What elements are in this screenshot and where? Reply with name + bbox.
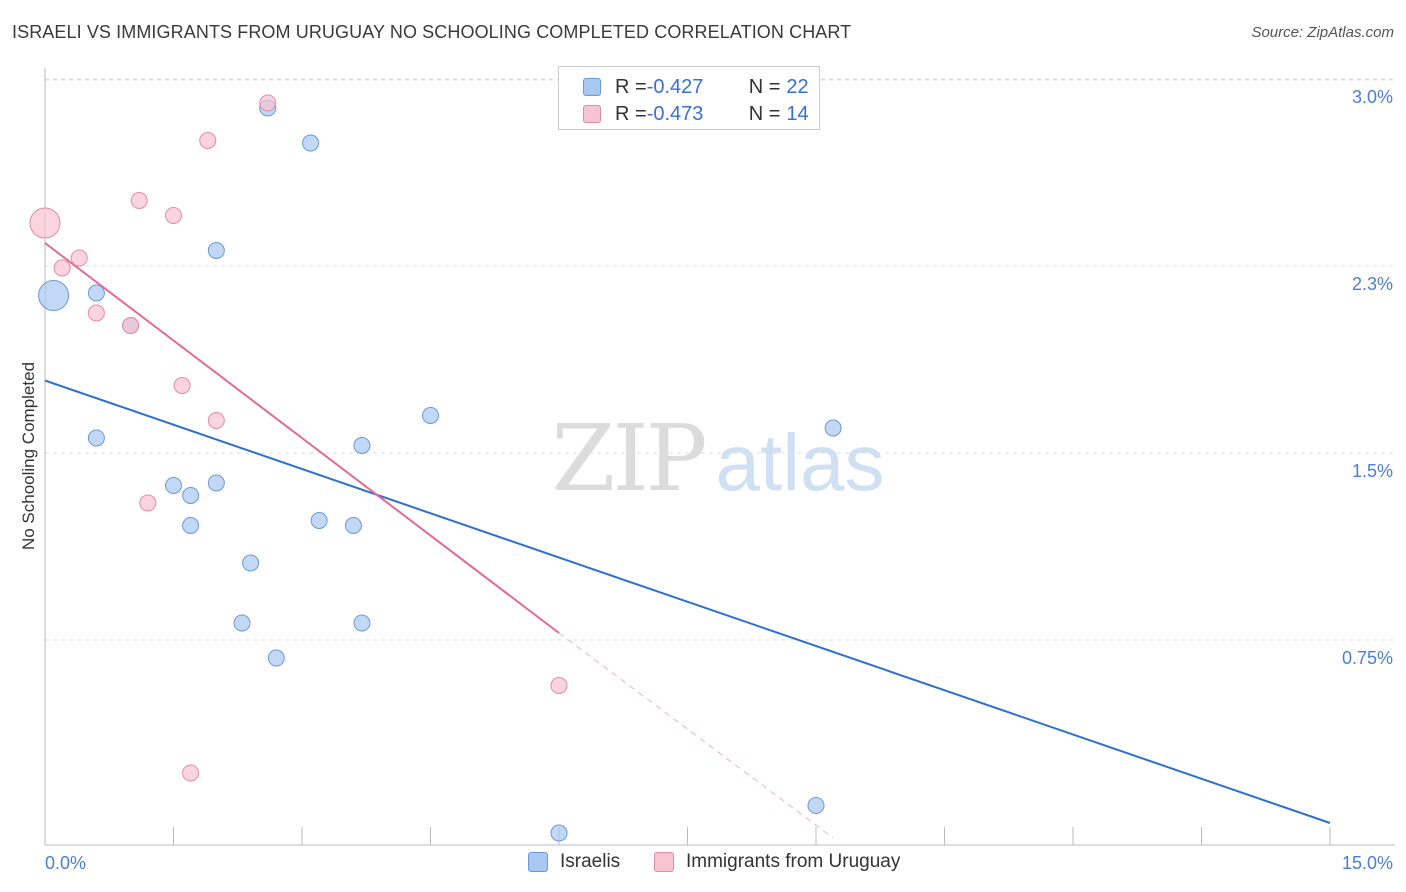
legend-swatch-uruguay xyxy=(583,105,601,123)
y-tick-label: 1.5% xyxy=(1352,461,1393,481)
watermark-atlas: atlas xyxy=(716,418,885,507)
data-point xyxy=(130,192,148,209)
data-point xyxy=(233,614,251,632)
data-point xyxy=(87,304,105,322)
data-point xyxy=(173,377,191,394)
bottom-legend: Israelis Immigrants from Uruguay xyxy=(0,851,1406,877)
data-point xyxy=(550,824,568,842)
trend-line xyxy=(44,242,560,634)
x-tick-label: 15.0% xyxy=(1342,853,1393,873)
data-point xyxy=(87,429,105,447)
trend-lines xyxy=(44,242,1331,839)
legend-row-uruguay: R = -0.473 N = 14 xyxy=(559,101,809,127)
bottom-legend-israelis: Israelis xyxy=(528,851,620,873)
bottom-legend-uruguay: Immigrants from Uruguay xyxy=(654,851,900,873)
legend-r-label: R = xyxy=(615,75,647,98)
data-point xyxy=(53,259,71,277)
data-point xyxy=(122,317,140,334)
legend: R = -0.427 N = 22 R = -0.473 N = 14 xyxy=(558,66,820,130)
data-point xyxy=(29,207,61,239)
data-point xyxy=(87,284,105,302)
bottom-legend-label-uruguay: Immigrants from Uruguay xyxy=(686,851,901,872)
data-point xyxy=(182,764,200,782)
data-point xyxy=(422,407,439,424)
y-axis-label: No Schooling Completed xyxy=(19,362,38,550)
legend-r-label: R = xyxy=(615,102,647,125)
data-point xyxy=(302,134,320,152)
data-point xyxy=(182,487,200,504)
data-point xyxy=(165,207,182,224)
legend-swatch-israelis xyxy=(583,78,601,96)
data-point xyxy=(267,649,285,667)
data-point xyxy=(550,677,568,694)
data-point xyxy=(70,249,88,267)
legend-row-israelis: R = -0.427 N = 22 xyxy=(559,74,809,100)
bottom-legend-label-israelis: Israelis xyxy=(560,851,621,872)
bottom-legend-swatch-uruguay xyxy=(654,852,674,872)
data-point xyxy=(139,494,157,512)
legend-r-value: -0.473 xyxy=(646,102,704,125)
x-tick-label: 0.0% xyxy=(45,853,86,873)
tick-labels: 0.75% 1.5% 2.3% 3.0% 0.0% 15.0% xyxy=(45,87,1393,873)
trend-line xyxy=(44,379,1331,824)
axes xyxy=(44,68,1395,846)
y-tick-label: 3.0% xyxy=(1352,87,1393,107)
trend-line-extension xyxy=(558,632,834,839)
y-tick-label: 0.75% xyxy=(1342,648,1393,668)
y-tick-label: 2.3% xyxy=(1352,274,1393,294)
data-point xyxy=(353,614,371,632)
data-point xyxy=(207,412,225,429)
data-point xyxy=(207,474,225,492)
data-point xyxy=(38,280,70,311)
watermark-zip: ZIP xyxy=(551,405,704,512)
data-point xyxy=(310,512,328,529)
legend-n-label: N = xyxy=(748,102,781,125)
data-point xyxy=(165,477,182,494)
legend-r-value: -0.427 xyxy=(646,75,704,98)
source-label: Source: ZipAtlas.com xyxy=(1251,24,1394,41)
legend-n-value: 14 xyxy=(786,102,809,125)
bottom-legend-swatch-israelis xyxy=(528,852,548,872)
data-point xyxy=(207,242,225,259)
watermark: ZIP atlas xyxy=(551,405,884,512)
legend-n-value: 22 xyxy=(786,75,809,98)
data-point xyxy=(353,437,371,454)
data-point xyxy=(199,132,217,149)
data-point xyxy=(242,554,260,572)
data-point xyxy=(344,517,362,534)
data-points xyxy=(29,94,842,842)
legend-n-label: N = xyxy=(748,75,781,98)
data-point xyxy=(824,419,842,437)
data-point xyxy=(259,94,277,112)
data-point xyxy=(807,797,825,814)
chart-title: ISRAELI VS IMMIGRANTS FROM URUGUAY NO SC… xyxy=(12,22,852,42)
data-point xyxy=(182,517,200,534)
